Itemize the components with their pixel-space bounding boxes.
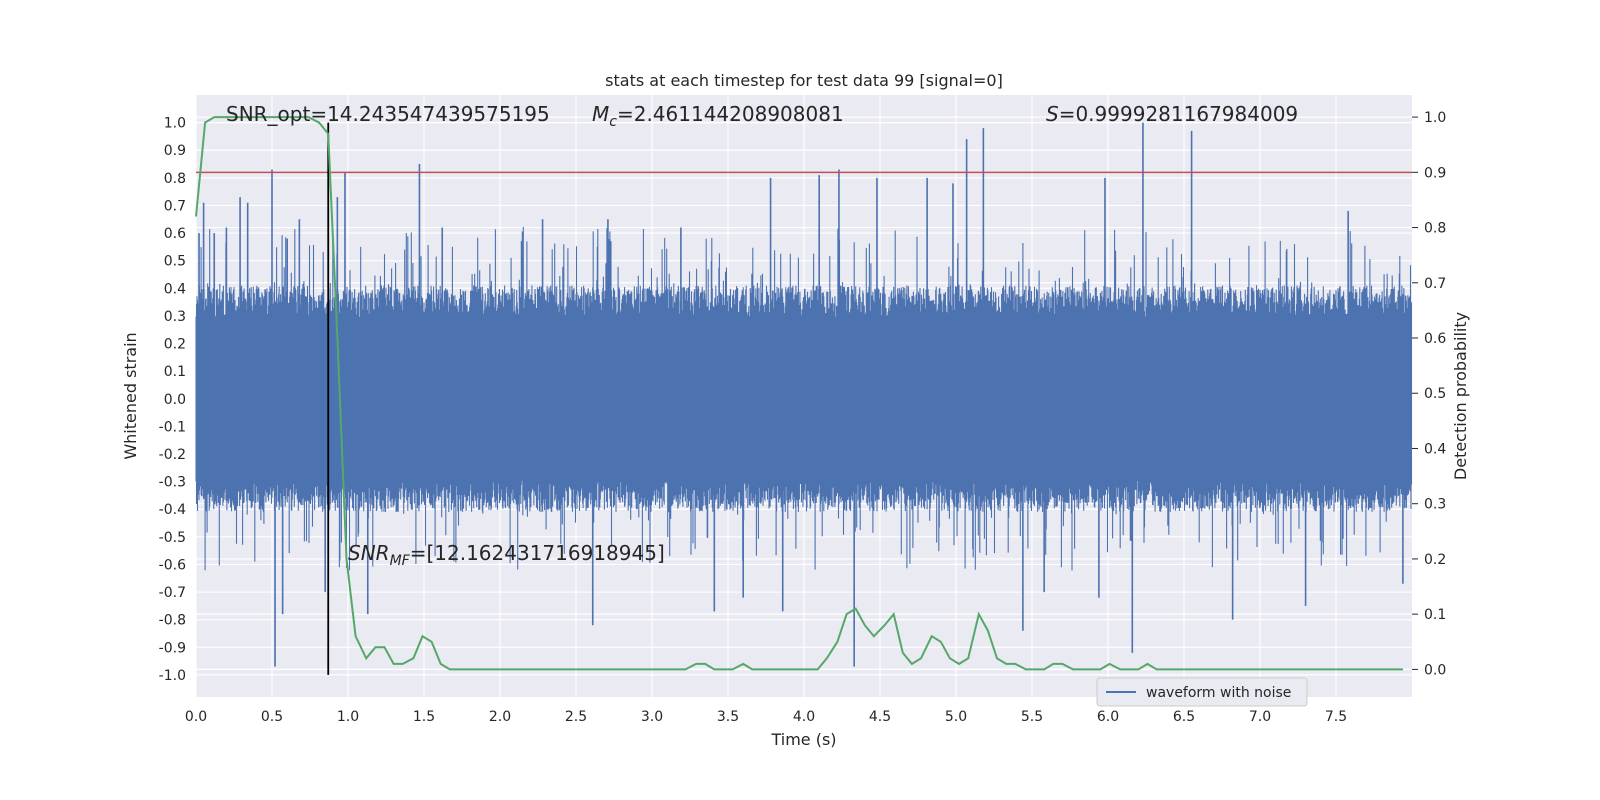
- y-tick-labels: 1.0 0.9 0.8 0.7 0.6 0.5 0.4 0.3 0.2 0.1 0.0 -0.1 -0.…: [159, 116, 186, 684]
- y2-tick-label: 1.0: [1424, 110, 1446, 126]
- x-tick-labels: 0.0 0.5 1.0 1.5 2.0 2.5 3.0 3.5 4.0 4.5 5.0 5.5 6.0 6…: [185, 709, 1347, 725]
- snr-opt-annotation: SNR_opt=14.243547439575195: [226, 102, 550, 126]
- y2-tick-label: 0.9: [1424, 165, 1446, 181]
- y-tick-label: -0.1: [159, 419, 186, 435]
- legend-box: [1096, 677, 1308, 707]
- y-tick-label: -0.5: [159, 530, 186, 546]
- y-tick-label: 0.7: [164, 198, 186, 214]
- y-tick-label: 0.6: [164, 226, 186, 242]
- x-tick-label: 7.5: [1325, 709, 1347, 725]
- y2-tick-label: 0.4: [1424, 441, 1446, 457]
- legend: waveform with noise: [1096, 677, 1308, 707]
- y2-tick-label: 0.0: [1424, 662, 1446, 678]
- y2-tick-label: 0.7: [1424, 276, 1446, 292]
- y-tick-label: 0.4: [164, 281, 186, 297]
- detection-probability-line: [195, 116, 1403, 671]
- y2-tick-label: 0.6: [1424, 331, 1446, 347]
- strain-series: [195, 122, 1413, 667]
- y2-tick-labels: 1.0 0.9 0.8 0.7 0.6 0.5 0.4 0.3 0.2 0.1 0.0: [1412, 110, 1446, 678]
- y2-tick-label: 0.8: [1424, 221, 1446, 237]
- snr-mf-symbol: SNR: [348, 541, 390, 565]
- y-tick-label: 0.9: [164, 143, 186, 159]
- y-axis-label: Whitened strain: [121, 332, 140, 459]
- y-tick-label: 1.0: [164, 116, 186, 132]
- x-axis-label: Time (s): [770, 730, 836, 749]
- x-tick-label: 4.0: [793, 709, 815, 725]
- y2-tick-label: 0.3: [1424, 497, 1446, 513]
- y-tick-label: -0.2: [159, 447, 186, 463]
- x-tick-label: 1.5: [413, 709, 435, 725]
- x-tick-label: 5.0: [945, 709, 967, 725]
- x-tick-label: 3.0: [641, 709, 663, 725]
- x-tick-label: 6.0: [1097, 709, 1119, 725]
- x-tick-label: 6.5: [1173, 709, 1195, 725]
- y-tick-label: 0.5: [164, 254, 186, 270]
- y-tick-label: 0.8: [164, 171, 186, 187]
- snr-mf-subscript: MF: [390, 553, 411, 569]
- score-annotation: S=0.9999281167984009: [1046, 102, 1298, 126]
- y2-axis-label: Detection probability: [1451, 312, 1470, 480]
- snr-mf-annotation: SNRMF=[12.162431716918945]: [348, 541, 665, 569]
- chirp-mass-subscript: c: [609, 114, 617, 130]
- legend-label: waveform with noise: [1146, 685, 1291, 701]
- x-tick-label: 2.5: [565, 709, 587, 725]
- y-tick-label: 0.3: [164, 309, 186, 325]
- x-tick-label: 7.0: [1249, 709, 1271, 725]
- chart-title: stats at each timestep for test data 99 …: [605, 71, 1003, 90]
- strain-trace: [195, 227, 1413, 571]
- y-tick-label: -0.3: [159, 475, 186, 491]
- x-tick-label: 0.0: [185, 709, 207, 725]
- y2-tick-label: 0.5: [1424, 386, 1446, 402]
- score-symbol: S: [1046, 102, 1059, 126]
- y-tick-label: -1.0: [159, 668, 186, 684]
- snr-mf-value: =[12.162431716918945]: [410, 541, 665, 565]
- y-tick-label: 0.2: [164, 337, 186, 353]
- x-tick-label: 5.5: [1021, 709, 1043, 725]
- y2-tick-label: 0.2: [1424, 552, 1446, 568]
- x-tick-label: 3.5: [717, 709, 739, 725]
- y-tick-label: -0.6: [159, 557, 186, 573]
- score-value: =0.9999281167984009: [1059, 102, 1298, 126]
- y-tick-label: 0.1: [164, 364, 186, 380]
- y-tick-label: -0.9: [159, 640, 186, 656]
- x-tick-label: 0.5: [261, 709, 283, 725]
- chirp-mass-value: =2.461144208908081: [617, 102, 844, 126]
- y-tick-label: -0.8: [159, 613, 186, 629]
- y-tick-label: -0.4: [159, 502, 186, 518]
- x-tick-label: 4.5: [869, 709, 891, 725]
- chirp-mass-annotation: Mc=2.461144208908081: [592, 102, 844, 130]
- y-tick-label: 0.0: [164, 392, 186, 408]
- chirp-mass-symbol: M: [592, 102, 609, 126]
- x-tick-label: 2.0: [489, 709, 511, 725]
- y-tick-label: -0.7: [159, 585, 186, 601]
- x-tick-label: 1.0: [337, 709, 359, 725]
- y2-tick-label: 0.1: [1424, 607, 1446, 623]
